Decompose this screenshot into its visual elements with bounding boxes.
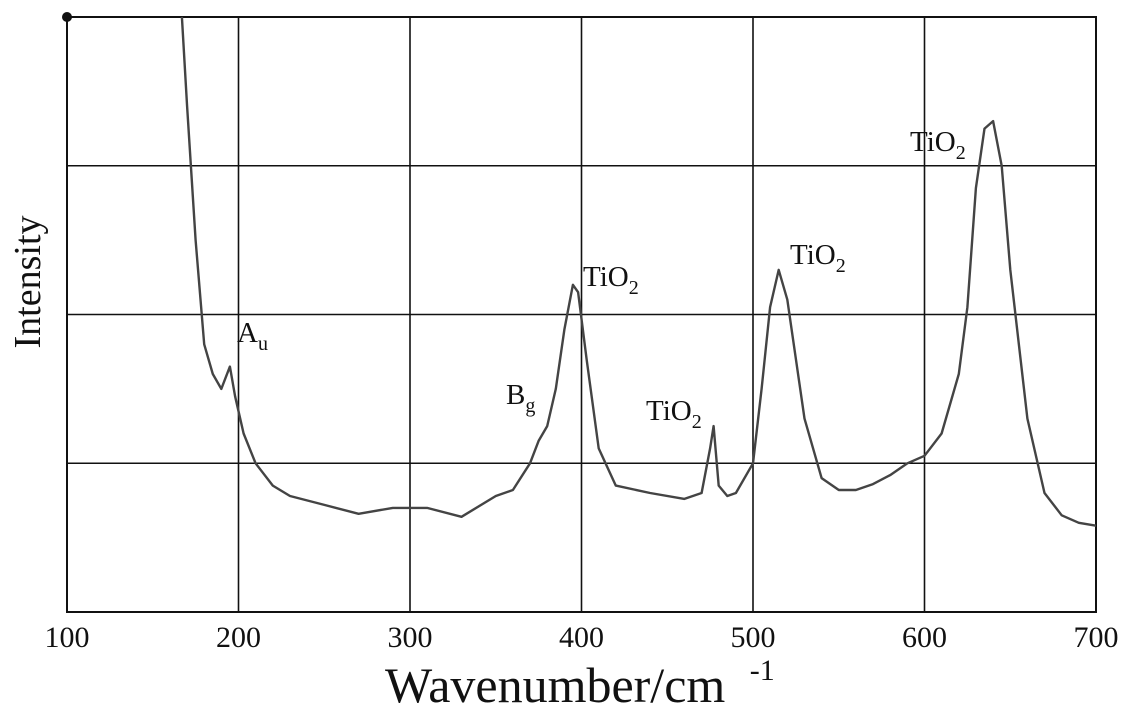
x-tick-label: 400 (559, 621, 604, 654)
x-tick-label: 500 (731, 621, 776, 654)
origin-dot (62, 12, 72, 22)
peak-annotation: TiO2 (790, 239, 846, 277)
peak-annotation: TiO2 (646, 395, 702, 433)
x-axis-label-superscript: -1 (750, 654, 775, 687)
peak-annotations: Au Bg TiO2 TiO2 TiO2 TiO2 (237, 126, 966, 433)
x-tick-label: 200 (216, 621, 261, 654)
x-tick-label: 700 (1074, 621, 1119, 654)
x-tick-label: 600 (902, 621, 947, 654)
peak-annotation: Bg (506, 379, 535, 417)
peak-annotation: Au (237, 317, 268, 355)
x-tick-labels: 100 200 300 400 500 600 700 (45, 621, 1119, 654)
x-axis-label: Wavenumber/cm -1 (385, 654, 775, 713)
spectrum-line (180, 16, 1097, 527)
y-axis-label: Intensity (7, 216, 49, 349)
peak-annotation: TiO2 (583, 261, 639, 299)
x-tick-label: 300 (388, 621, 433, 654)
x-tick-label: 100 (45, 621, 90, 654)
plot-frame (66, 16, 1097, 613)
peak-annotation: TiO2 (910, 126, 966, 164)
